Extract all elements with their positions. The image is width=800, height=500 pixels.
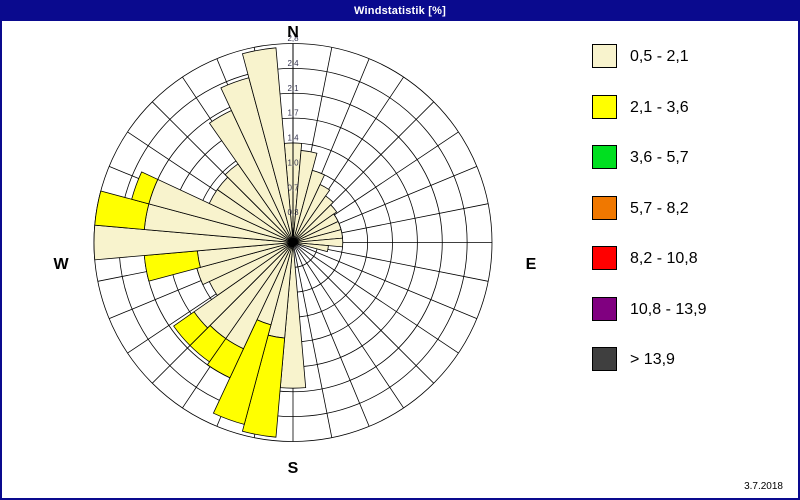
compass-e: E [526, 256, 537, 273]
wedge-290-class2 [131, 171, 159, 205]
ring-tick-label: 0,7 [287, 183, 299, 192]
wedge-90 [292, 237, 344, 248]
ring-tick-label: 1,7 [287, 109, 299, 118]
center-hub [289, 238, 297, 247]
date-stamp: 3.7.2018 [744, 481, 783, 492]
ring-tick-label: 1,4 [287, 134, 299, 143]
wedge-230-class2 [173, 311, 209, 347]
ring-tick-label: 2,8 [287, 34, 299, 43]
wedge-20 [292, 169, 326, 243]
wedge-350 [241, 47, 294, 243]
grid-spoke [292, 242, 370, 427]
ring-tick-label: 0,3 [287, 208, 299, 217]
ring-tick-label: 2,4 [287, 59, 299, 68]
compass-w: W [53, 256, 69, 273]
grid-spoke [292, 242, 333, 438]
ring-tick-label: 1,0 [287, 158, 299, 167]
ring-tick-label: 2,1 [287, 84, 299, 93]
windrose-chart: 0,3 0,7 1,0 1,4 1,7 2,1 2,4 2,8N E S W [53, 24, 537, 477]
grid-spoke [292, 242, 434, 384]
wedge-190-class2 [241, 334, 286, 438]
wedge-210-class2 [206, 338, 244, 379]
grid-spoke [292, 242, 459, 354]
wedge-100 [292, 242, 329, 253]
window-title: Windstatistik [%] [2, 2, 798, 21]
wedge-40 [292, 195, 334, 243]
wedge-200-class2 [212, 319, 272, 425]
wedge-30 [292, 183, 331, 243]
wedge-260-class2 [143, 250, 201, 282]
grid-spoke [292, 242, 404, 409]
compass-n: N [287, 24, 299, 41]
wedge-50 [292, 204, 338, 243]
grid-spoke [292, 242, 478, 320]
compass-s: S [288, 460, 299, 477]
